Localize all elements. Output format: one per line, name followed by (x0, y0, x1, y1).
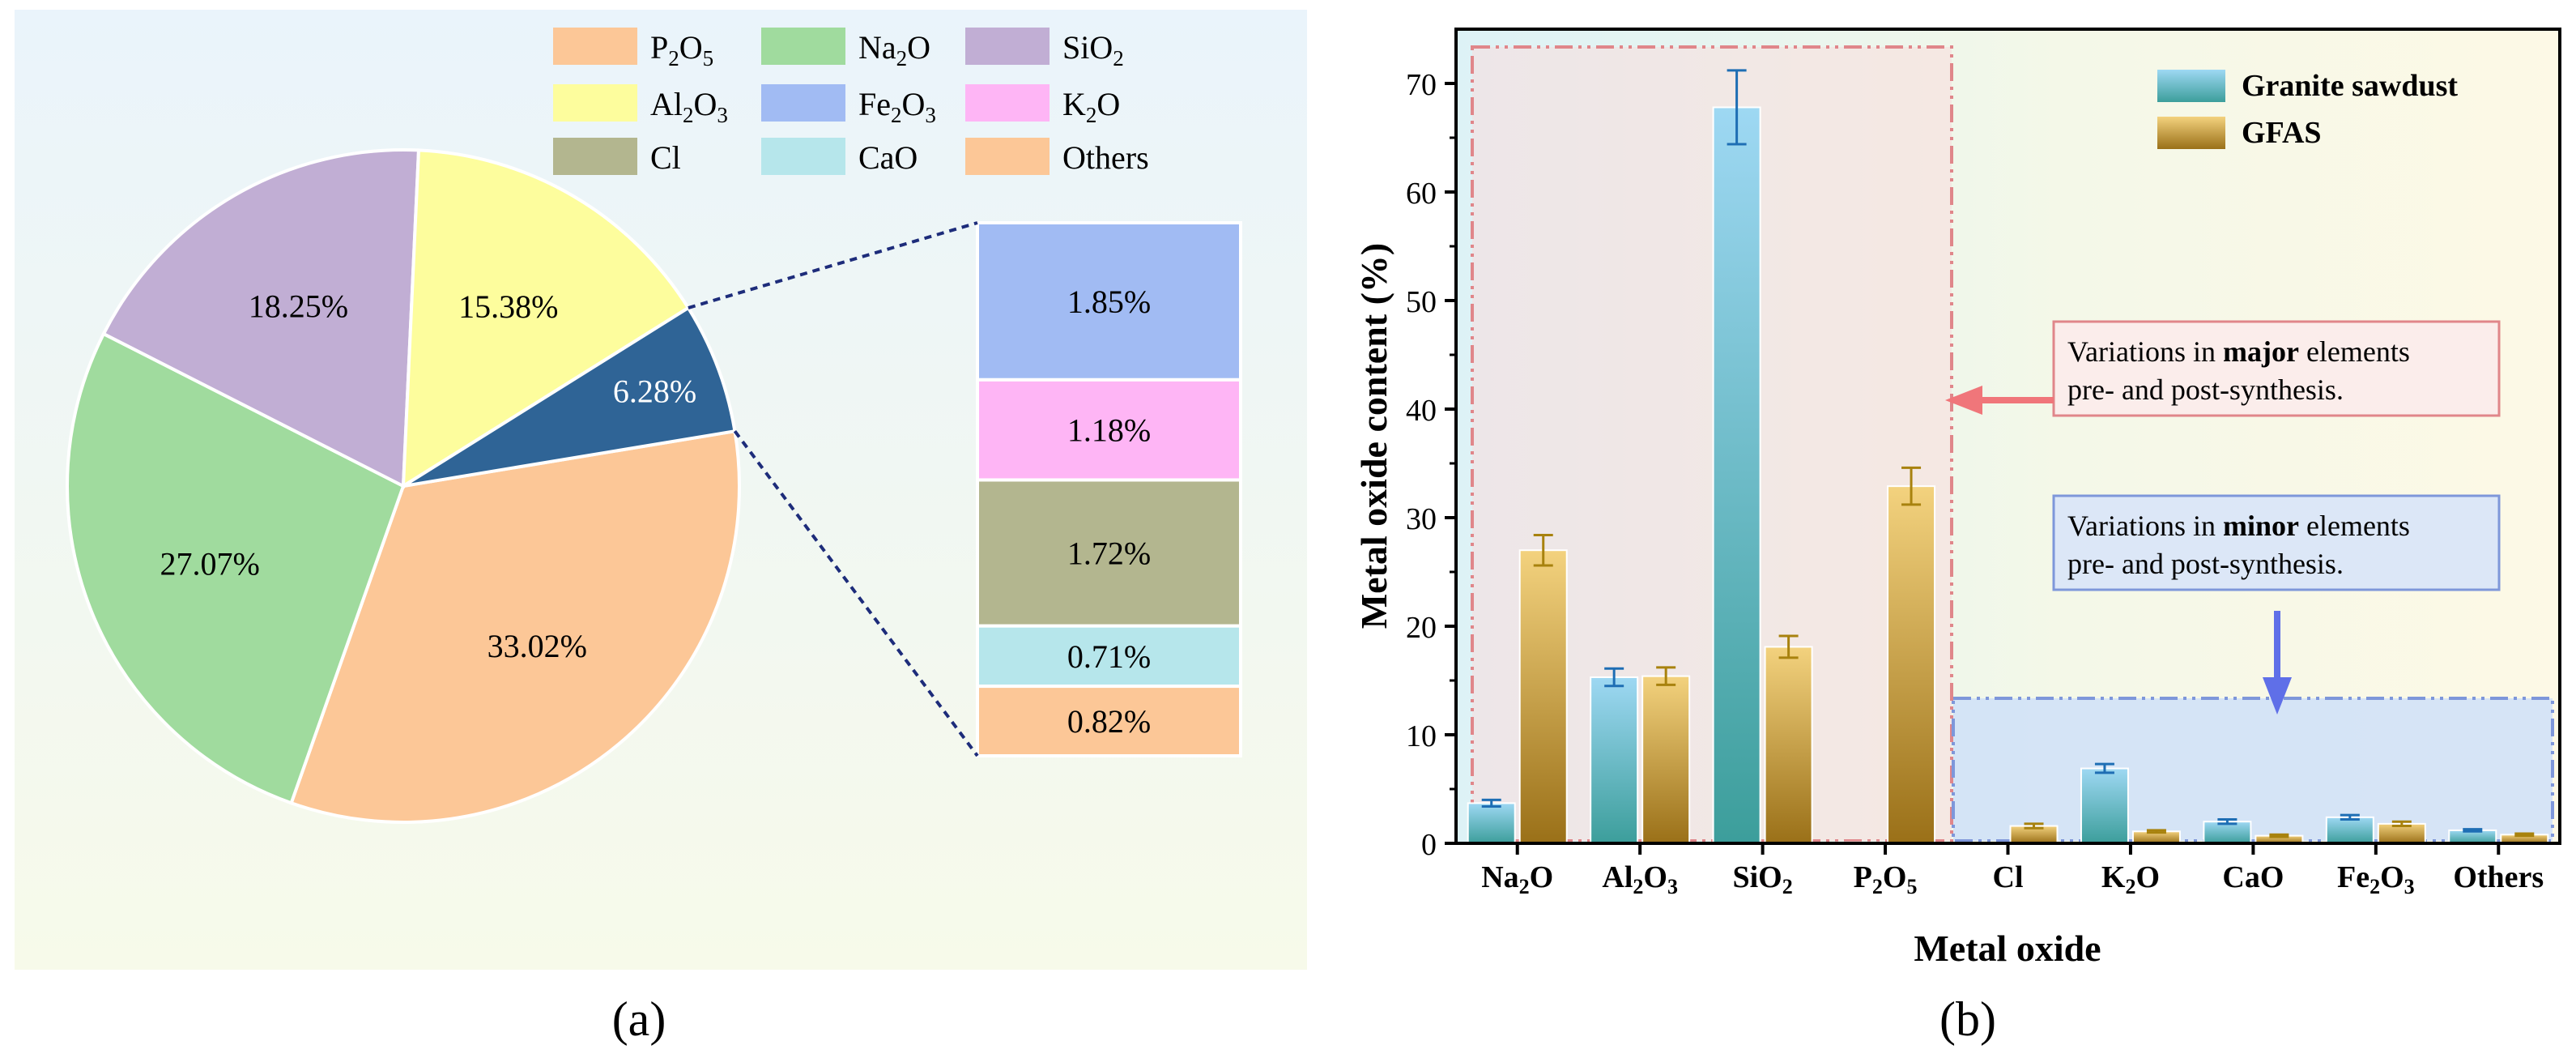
breakdown-segment-k2o (976, 378, 1242, 482)
y-axis: 0 10 20 30 40 50 60 70 (1406, 68, 1456, 862)
legend-swatch-p2o5 (553, 28, 637, 65)
y-tick-label: 20 (1406, 611, 1437, 645)
y-tick-label: 0 (1421, 828, 1437, 862)
x-tick-label: Fe2O3 (2337, 860, 2415, 898)
legend-swatch-cl (553, 138, 637, 175)
bar-granite-sawdust (1467, 802, 1516, 844)
x-tick-label: CaO (2222, 860, 2284, 894)
major-annotation-line1: Variations in major elements (2067, 335, 2410, 368)
legend-label-p2o5: P2O5 (650, 29, 713, 70)
y-tick-label: 70 (1406, 68, 1437, 102)
breakdown-segment-others (976, 685, 1242, 758)
y-tick-label: 60 (1406, 177, 1437, 211)
pie-label-na2o: 27.07% (160, 546, 259, 582)
breakdown-label-k2o: 1.18% (1067, 412, 1151, 449)
bar-panel: 0 10 20 30 40 50 60 70 Na2O Al2O3 SiO2 P2O5 Cl K2O Ca… (1353, 28, 2561, 969)
legend-swatch-gfas (2157, 117, 2225, 149)
pie-slices (66, 148, 741, 824)
bar-legend: Granite sawdust GFAS (2157, 69, 2458, 150)
major-annotation-line2: pre- and post-synthesis. (2067, 373, 2344, 406)
panel-label-a: (a) (612, 992, 666, 1046)
x-tick-label: K2O (2101, 860, 2160, 898)
x-tick-label: Na2O (1481, 860, 1553, 898)
y-tick-label: 10 (1406, 719, 1437, 753)
major-arrow-head (1945, 386, 1982, 415)
bar-granite-sawdust (1712, 106, 1761, 845)
major-annotation-box (2052, 320, 2501, 417)
pie-legend: P2O5 Na2O SiO2 Al2O3 Fe2O3 K2O Cl CaO Others (553, 28, 1149, 176)
legend-label-sio2: SiO2 (1062, 29, 1124, 70)
bar-gfas (1764, 646, 1813, 845)
plot-frame (1454, 28, 2561, 845)
bar-gfas (1887, 485, 1936, 844)
minor-elements-region (1952, 697, 2554, 843)
minor-annotation: Variations in minor elements pre- and po… (2052, 494, 2501, 715)
breakdown-segment-fe2o3 (976, 221, 1242, 382)
legend-label-k2o: K2O (1062, 86, 1120, 127)
x-axis-title: Metal oxide (1914, 928, 2101, 969)
legend-label-cl: Cl (650, 139, 681, 176)
legend-swatch-na2o (761, 28, 845, 65)
legend-swatch-others (965, 138, 1050, 175)
pie-slice-al2o3 (401, 148, 691, 489)
minor-annotation-box (2052, 494, 2501, 591)
legend-label-fe2o3: Fe2O3 (858, 86, 936, 127)
x-tick-label: Cl (1993, 860, 2024, 894)
x-axis: Na2O Al2O3 SiO2 P2O5 Cl K2O CaO Fe2O3 Others (1481, 843, 2544, 898)
legend-swatch-fe2o3 (761, 84, 845, 122)
breakdown-bar: 1.85% 1.18% 1.72% 0.71% 0.82% (976, 221, 1242, 758)
pie-labels: 33.02% 27.07% 18.25% 15.38% 6.28% (160, 288, 696, 665)
minor-annotation-line2: pre- and post-synthesis. (2067, 548, 2344, 580)
legend-label-others: Others (1062, 139, 1149, 176)
breakdown-label-fe2o3: 1.85% (1067, 284, 1151, 320)
pie-label-p2o5: 33.02% (488, 628, 587, 664)
bar-gfas (1518, 549, 1568, 844)
y-tick-label: 40 (1406, 394, 1437, 428)
x-tick-label: P2O5 (1854, 860, 1918, 898)
pie-slice-na2o (66, 331, 406, 805)
breakdown-segment-cl (976, 478, 1242, 628)
y-tick-label: 50 (1406, 285, 1437, 319)
legend-swatch-k2o (965, 84, 1050, 122)
legend-label-al2o3: Al2O3 (650, 86, 728, 127)
minor-arrow-head (2263, 677, 2292, 715)
breakdown-label-cao: 0.71% (1067, 638, 1151, 675)
legend-swatch-al2o3 (553, 84, 637, 122)
panel-label-b: (b) (1939, 992, 1996, 1046)
pie-panel: 33.02% 27.07% 18.25% 15.38% 6.28% P2O5 Na2O Si… (15, 10, 1307, 970)
pie-slice-sio2 (101, 148, 421, 489)
minor-annotation-line1: Variations in minor elements (2067, 510, 2410, 542)
legend-label-cao: CaO (858, 139, 918, 176)
major-annotation: Variations in major elements pre- and po… (1945, 320, 2501, 417)
breakdown-segment-cao (976, 624, 1242, 689)
legend-label-na2o: Na2O (858, 29, 930, 70)
y-axis-title: Metal oxide content (%) (1353, 243, 1394, 629)
pie-label-sio2: 18.25% (249, 288, 348, 325)
breakdown-connectors (688, 221, 979, 757)
pie-label-minor-slice: 6.28% (613, 373, 696, 410)
legend-label-gfas: GFAS (2242, 116, 2322, 150)
x-tick-label: Others (2453, 860, 2544, 894)
legend-swatch-granite-sawdust (2157, 70, 2225, 102)
legend-swatch-sio2 (965, 28, 1050, 65)
bar-granite-sawdust (2080, 767, 2129, 844)
legend-swatch-cao (761, 138, 845, 175)
connector-top (688, 221, 978, 309)
pie-label-al2o3: 15.38% (458, 288, 558, 325)
pie-slice-p2o5 (289, 429, 741, 824)
breakdown-label-others: 0.82% (1067, 703, 1151, 740)
bar-granite-sawdust (2325, 816, 2374, 845)
bars (1467, 69, 2549, 845)
y-tick-label: 30 (1406, 502, 1437, 536)
x-tick-label: SiO2 (1732, 860, 1792, 898)
bar-granite-sawdust (1590, 676, 1639, 844)
breakdown-label-cl: 1.72% (1067, 535, 1151, 572)
pie-slice-minor-slice (402, 305, 737, 488)
legend-label-granite-sawdust: Granite sawdust (2242, 69, 2458, 103)
connector-bottom (733, 430, 979, 757)
bar-gfas (1641, 675, 1691, 845)
x-tick-label: Al2O3 (1602, 860, 1678, 898)
